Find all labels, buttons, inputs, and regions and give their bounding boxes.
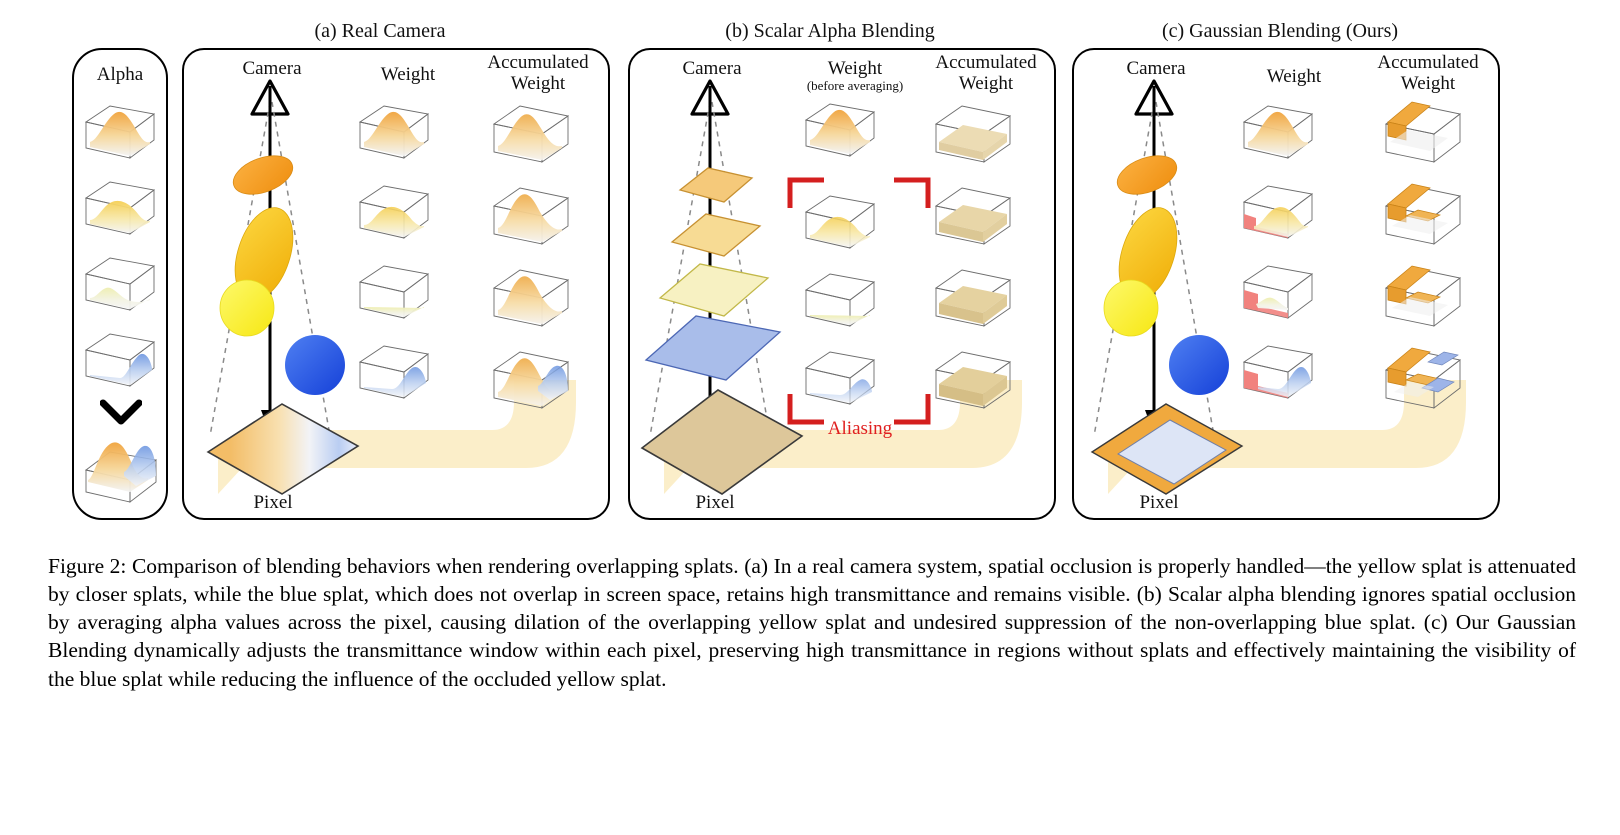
panel-a-weight-label: Weight bbox=[380, 64, 436, 85]
panel-c-weight-plot-2 bbox=[1238, 180, 1318, 248]
figure-caption: Figure 2: Comparison of blending behavio… bbox=[48, 554, 1576, 691]
panel-b-splat-plane-orange bbox=[678, 167, 754, 203]
panel-a-accum-label: Accumulated Weight bbox=[487, 52, 589, 95]
panel-c-accum-plot-3 bbox=[1378, 260, 1468, 336]
panel-c-splat-blue bbox=[1169, 335, 1229, 395]
panel-b-aliasing-bracket-top-left bbox=[787, 177, 824, 208]
panel-a-accum-plot-2 bbox=[488, 182, 574, 254]
panel-c-weight-label: Weight bbox=[1266, 66, 1322, 87]
panel-b-weight-plot-3 bbox=[800, 268, 880, 336]
panel-b-title: (b) Scalar Alpha Blending bbox=[725, 20, 935, 42]
panel-c-weight-plot-3 bbox=[1238, 260, 1318, 328]
panel-b-weight-label: Weight (before averaging) bbox=[790, 58, 920, 94]
panel-b-aliasing-bracket-bottom-right bbox=[894, 394, 931, 425]
panel-a-accum-plot-3 bbox=[488, 264, 574, 336]
alpha-layer-3 bbox=[80, 252, 160, 320]
panel-c-title: (c) Gaussian Blending (Ours) bbox=[1161, 20, 1399, 42]
panel-c-accum-label: Accumulated Weight bbox=[1377, 52, 1479, 95]
panel-c-pixel-label: Pixel bbox=[1139, 492, 1179, 513]
panel-b-pixel-plane bbox=[640, 389, 804, 495]
panel-a-weight-plot-4 bbox=[354, 340, 434, 408]
panel-b-splat-plane-blue bbox=[644, 315, 782, 381]
panel-b-weight-text: Weight bbox=[827, 58, 883, 79]
panel-a-accum-plot-1 bbox=[488, 100, 574, 172]
panel-b-splat-plane-yellow-orange bbox=[670, 213, 762, 257]
panel-a-splat-orange bbox=[232, 155, 294, 195]
panel-c-pixel-plane bbox=[1090, 403, 1244, 495]
panel-b-aliasing-bracket-top-right bbox=[894, 177, 931, 208]
alpha-combined bbox=[78, 430, 164, 506]
panel-b-splat-plane-pale-yellow bbox=[658, 263, 770, 317]
panel-c-splat-orange bbox=[1116, 155, 1178, 195]
panel-c-accum-plot-4 bbox=[1378, 342, 1468, 418]
alpha-title: Alpha bbox=[96, 64, 144, 85]
panel-a-title: (a) Real Camera bbox=[314, 20, 446, 42]
panel-b-accum-slab-3 bbox=[930, 264, 1016, 336]
panel-b-pixel-label: Pixel bbox=[695, 492, 735, 513]
panel-c-splat-yellow bbox=[1103, 279, 1159, 337]
panel-a-pixel-label: Pixel bbox=[253, 492, 293, 513]
panel-b-frustum bbox=[649, 101, 771, 437]
panel-b-accum-label: Accumulated Weight bbox=[935, 52, 1037, 95]
panel-a-weight-plot-3 bbox=[354, 260, 434, 328]
panel-a-weight-plot-1 bbox=[354, 100, 434, 168]
alpha-layer-2 bbox=[80, 176, 160, 244]
panel-c-weight-plot-4 bbox=[1238, 340, 1318, 408]
panel-b-aliasing-bracket-bottom-left bbox=[787, 394, 824, 425]
panel-a-splat-yellow bbox=[219, 279, 275, 337]
panel-a-weight-plot-2 bbox=[354, 180, 434, 248]
panel-c-camera-label: Camera bbox=[1126, 58, 1186, 79]
panel-c-weight-plot-1 bbox=[1238, 100, 1318, 168]
panel-b-weight-plot-4 bbox=[800, 346, 880, 414]
panel-c-accum-plot-2 bbox=[1378, 178, 1468, 254]
panel-b-weight-plot-2 bbox=[800, 190, 880, 258]
chevron-down-icon bbox=[99, 398, 143, 431]
alpha-layer-1 bbox=[80, 100, 160, 168]
panel-a-pixel-plane bbox=[206, 403, 360, 495]
panel-a-accum-plot-4 bbox=[488, 346, 574, 418]
panel-a-splat-blue bbox=[285, 335, 345, 395]
panel-c-accum-plot-1 bbox=[1378, 96, 1468, 172]
panel-b-accum-slab-1 bbox=[930, 100, 1016, 172]
panel-b-accum-slab-4 bbox=[930, 346, 1016, 418]
panel-a-camera-label: Camera bbox=[242, 58, 302, 79]
panel-b-weight-plot-1 bbox=[800, 98, 880, 166]
panel-b-weight-sub: (before averaging) bbox=[806, 78, 904, 94]
alpha-layer-4 bbox=[80, 328, 160, 396]
panel-b-aliasing-label: Aliasing bbox=[827, 418, 893, 439]
panel-b-camera-label: Camera bbox=[682, 58, 742, 79]
panel-b-accum-slab-2 bbox=[930, 182, 1016, 254]
